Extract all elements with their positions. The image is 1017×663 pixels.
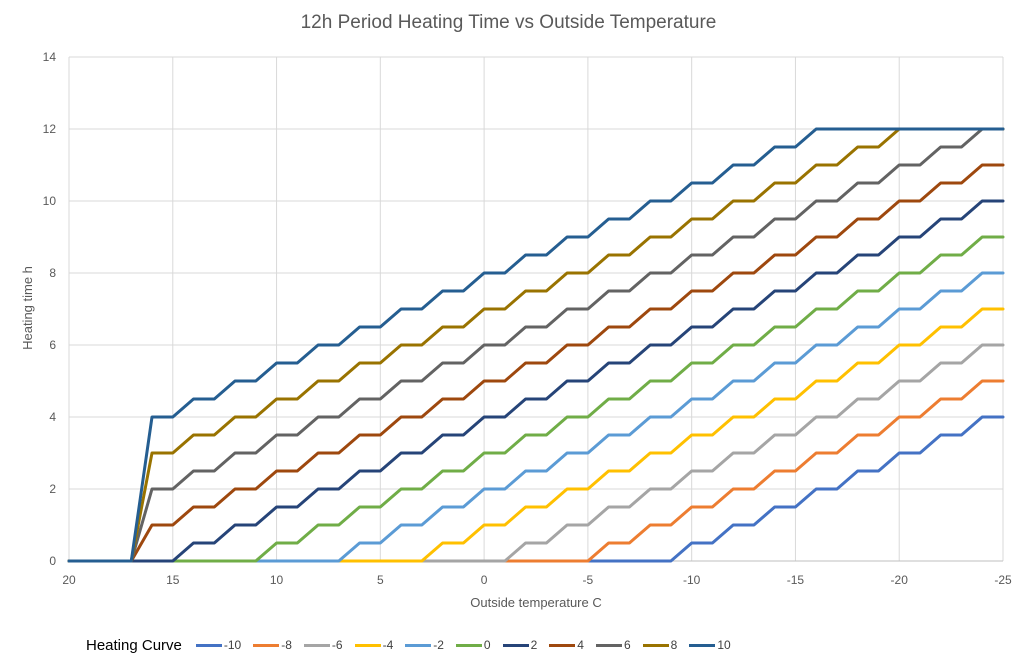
legend-entry: 2: [502, 638, 538, 652]
legend-label: -4: [382, 638, 394, 652]
legend-label: -10: [223, 638, 242, 652]
x-tick-label: 5: [377, 573, 384, 587]
series-line-8: [67, 127, 1005, 563]
legend-swatch: [303, 643, 330, 647]
x-tick-label: -20: [891, 573, 909, 587]
legend-entry: 6: [595, 638, 631, 652]
chart-plot: 0 2 4 6 8 10 12 14 20 15 10 5 0 -5 -10 -15 -20 -25 Outsid…: [20, 50, 1012, 610]
legend-label: 8: [670, 638, 678, 652]
legend-entry: -4: [354, 638, 394, 652]
series-line--8: [67, 379, 1005, 563]
legend-title: Heating Curve: [86, 636, 182, 654]
chart-title: 12h Period Heating Time vs Outside Tempe…: [300, 12, 717, 33]
legend-entry: -6: [303, 638, 343, 652]
legend-label: 6: [623, 638, 631, 652]
x-tick-label: 15: [166, 573, 180, 587]
legend-entry: -8: [253, 638, 292, 652]
series-line--6: [67, 343, 1005, 563]
x-tick-label: -10: [683, 573, 701, 587]
series-line-10: [67, 127, 1005, 563]
legend-swatch: [502, 643, 529, 647]
legend-swatch: [455, 643, 482, 647]
x-tick-label: -5: [583, 573, 594, 587]
series-line-4: [67, 163, 1005, 563]
legend-swatch: [689, 643, 716, 647]
legend-label: 10: [717, 638, 731, 652]
legend-swatch: [405, 643, 432, 647]
x-axis-title: Outside temperature C: [470, 595, 602, 610]
legend-label: -6: [331, 638, 343, 652]
y-tick-label: 6: [49, 338, 56, 352]
legend-swatch: [642, 643, 669, 647]
legend-swatch: [549, 643, 576, 647]
legend-label: 4: [577, 638, 584, 652]
y-tick-label: 4: [49, 410, 56, 424]
series-line--10: [67, 415, 1005, 563]
y-tick-label: 12: [43, 122, 57, 136]
y-tick-label: 10: [43, 194, 57, 208]
legend-swatch: [253, 643, 280, 647]
legend: Heating Curve -10 -8 -6 -4 -2 0 2 4 6 8 10: [86, 634, 743, 656]
legend-label: 2: [530, 638, 538, 652]
legend-swatch: [354, 643, 381, 647]
x-tick-label: 20: [62, 573, 76, 587]
series-line-6: [67, 127, 1005, 563]
y-tick-label: 0: [49, 554, 56, 568]
series-line--4: [67, 307, 1005, 563]
legend-entry: -2: [405, 638, 444, 652]
series-line-2: [67, 199, 1005, 563]
x-tick-label: 10: [270, 573, 284, 587]
tick-labels: 0 2 4 6 8 10 12 14 20 15 10 5 0 -5 -10 -15 -20 -25: [43, 50, 1012, 587]
series-line-0: [67, 235, 1005, 563]
legend-entry: -10: [195, 638, 242, 652]
legend-entry: 4: [549, 638, 584, 652]
legend-label: -8: [281, 638, 292, 652]
y-tick-label: 14: [43, 50, 57, 64]
legend-entry: 0: [455, 638, 491, 652]
series-line--2: [67, 271, 1005, 563]
y-tick-label: 2: [49, 482, 56, 496]
x-tick-label: 0: [481, 573, 488, 587]
series-lines: [67, 127, 1005, 563]
x-tick-label: -25: [994, 573, 1012, 587]
legend-swatch: [195, 643, 222, 647]
gridlines: [68, 56, 1004, 561]
legend-label: 0: [483, 638, 491, 652]
legend-swatch: [595, 643, 622, 647]
y-axis-title: Heating time h: [20, 266, 35, 350]
legend-entries: -10 -8 -6 -4 -2 0 2 4 6 8 10: [195, 638, 743, 652]
legend-entry: 10: [689, 638, 731, 652]
legend-label: -2: [433, 638, 444, 652]
x-tick-label: -15: [787, 573, 805, 587]
y-tick-label: 8: [49, 266, 56, 280]
legend-entry: 8: [642, 638, 678, 652]
